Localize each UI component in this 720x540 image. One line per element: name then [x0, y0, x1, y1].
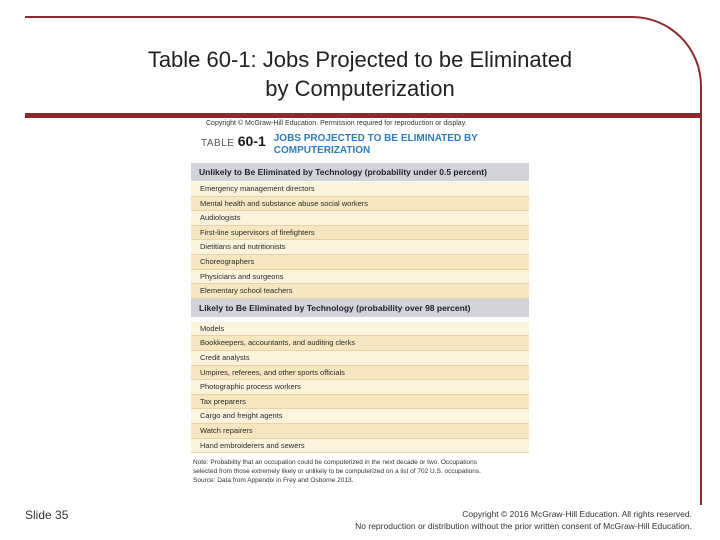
table-row: Umpires, referees, and other sports offi…: [191, 365, 529, 381]
frame-corner-curve: [560, 16, 702, 146]
permission-notice: Copyright © McGraw-Hill Education. Permi…: [206, 120, 467, 127]
table-note: Note: Probability that an occupation cou…: [191, 453, 529, 485]
table-row: Hand embroiderers and sewers: [191, 438, 529, 454]
table-title-line1: JOBS PROJECTED TO BE ELIMINATED BY: [273, 133, 478, 144]
note-line2: selected from those extremely likely or …: [193, 468, 481, 476]
table-row: Photographic process workers: [191, 380, 529, 395]
slide-title-line2: by Computerization: [265, 76, 455, 101]
table-row: Credit analysts: [191, 350, 529, 366]
table-row: Dietitians and nutritionists: [191, 240, 529, 255]
table-row: Bookkeepers, accountants, and auditing c…: [191, 336, 529, 351]
copyright-footer: Copyright © 2016 McGraw-Hill Education. …: [260, 508, 692, 532]
table-row: Mental health and substance abuse social…: [191, 196, 529, 212]
copyright-line2: No reproduction or distribution without …: [355, 521, 692, 531]
table-row: Watch repairers: [191, 423, 529, 439]
table-row: Physicians and surgeons: [191, 269, 529, 285]
table-row: Choreographers: [191, 254, 529, 270]
note-source: Source: Data from Appendix in Frey and O…: [193, 477, 354, 485]
table-title: JOBS PROJECTED TO BE ELIMINATED BY COMPU…: [274, 133, 478, 157]
table-header: TABLE 60-1 JOBS PROJECTED TO BE ELIMINAT…: [191, 129, 529, 163]
slide-title: Table 60-1: Jobs Projected to be Elimina…: [90, 45, 630, 103]
slide-title-line1: Table 60-1: Jobs Projected to be Elimina…: [147, 47, 573, 72]
table-figure: Copyright © McGraw-Hill Education. Permi…: [191, 118, 529, 500]
likely-list: Models Bookkeepers, accountants, and aud…: [191, 321, 529, 454]
table-row: Elementary school teachers: [191, 284, 529, 299]
table-row: Tax preparers: [191, 394, 529, 410]
section-unlikely-header: Unlikely to Be Eliminated by Technology …: [191, 163, 529, 182]
table-label-word: TABLE: [201, 138, 235, 149]
section-likely-header: Likely to Be Eliminated by Technology (p…: [191, 298, 529, 318]
unlikely-list: Emergency management directors Mental he…: [191, 182, 529, 299]
frame-right-line: [700, 140, 702, 505]
table-row: Models: [191, 321, 529, 337]
table-row: Audiologists: [191, 211, 529, 226]
table-row: Emergency management directors: [191, 182, 529, 197]
slide-number: Slide 35: [25, 508, 69, 522]
table-row: Cargo and freight agents: [191, 409, 529, 424]
table-row: First-line supervisors of firefighters: [191, 225, 529, 241]
title-divider: [25, 113, 702, 118]
frame-top-line: [25, 16, 625, 18]
table-title-line2: COMPUTERIZATION: [273, 145, 371, 156]
table-label: TABLE 60-1: [201, 133, 266, 149]
note-line1: Note: Probability that an occupation cou…: [193, 459, 478, 467]
table-number: 60-1: [237, 133, 266, 149]
copyright-line1: Copyright © 2016 McGraw-Hill Education. …: [462, 509, 692, 519]
